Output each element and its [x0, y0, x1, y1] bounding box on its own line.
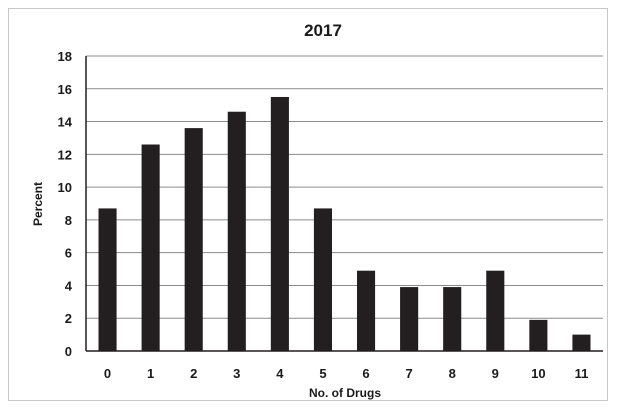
x-tick-label: 9: [492, 366, 499, 381]
bar-4: [270, 96, 289, 351]
y-tick-label: 10: [58, 180, 72, 195]
bar-1: [141, 144, 160, 351]
x-tick-label: 5: [319, 366, 326, 381]
y-tick-label: 18: [58, 49, 72, 64]
y-tick-label: 0: [65, 344, 72, 359]
gridlines: [86, 55, 603, 319]
bar-7: [400, 287, 419, 351]
bar-6: [356, 270, 376, 351]
x-tick-label: 7: [406, 366, 413, 381]
y-tick-label: 2: [65, 311, 72, 326]
y-axis-label: Percent: [31, 182, 45, 226]
bar-5: [313, 208, 333, 351]
x-tick-label: 8: [449, 366, 456, 381]
bar-11: [572, 334, 591, 351]
x-tick-label: 6: [362, 366, 369, 381]
x-tick-label: 3: [233, 366, 240, 381]
x-tick-label: 0: [104, 366, 111, 381]
x-tick-label: 10: [531, 366, 545, 381]
bar-2: [184, 128, 203, 351]
y-tick-label: 12: [58, 147, 72, 162]
y-tick-labels: 0 2 4 6 8 10 12 14 16 18: [58, 49, 73, 359]
bar-10: [529, 319, 548, 351]
x-tick-label: 2: [190, 366, 197, 381]
bar-3: [227, 111, 246, 351]
y-tick-label: 8: [65, 213, 72, 228]
x-tick-label: 11: [575, 366, 589, 381]
x-axis-label: No. of Drugs: [309, 386, 381, 400]
chart-title: 2017: [304, 21, 342, 40]
x-tick-label: 4: [276, 366, 284, 381]
bar-8: [443, 287, 462, 351]
bar-9: [486, 270, 505, 351]
y-tick-label: 14: [58, 115, 73, 130]
x-tick-label: 1: [147, 366, 154, 381]
bar-0: [98, 208, 117, 351]
x-tick-labels: 0 1 2 3 4 5 6 7 8 9 10 11: [104, 366, 588, 381]
y-tick-label: 6: [65, 246, 72, 261]
y-tick-label: 16: [58, 82, 72, 97]
bars: [98, 96, 591, 351]
y-tick-label: 4: [65, 278, 73, 293]
